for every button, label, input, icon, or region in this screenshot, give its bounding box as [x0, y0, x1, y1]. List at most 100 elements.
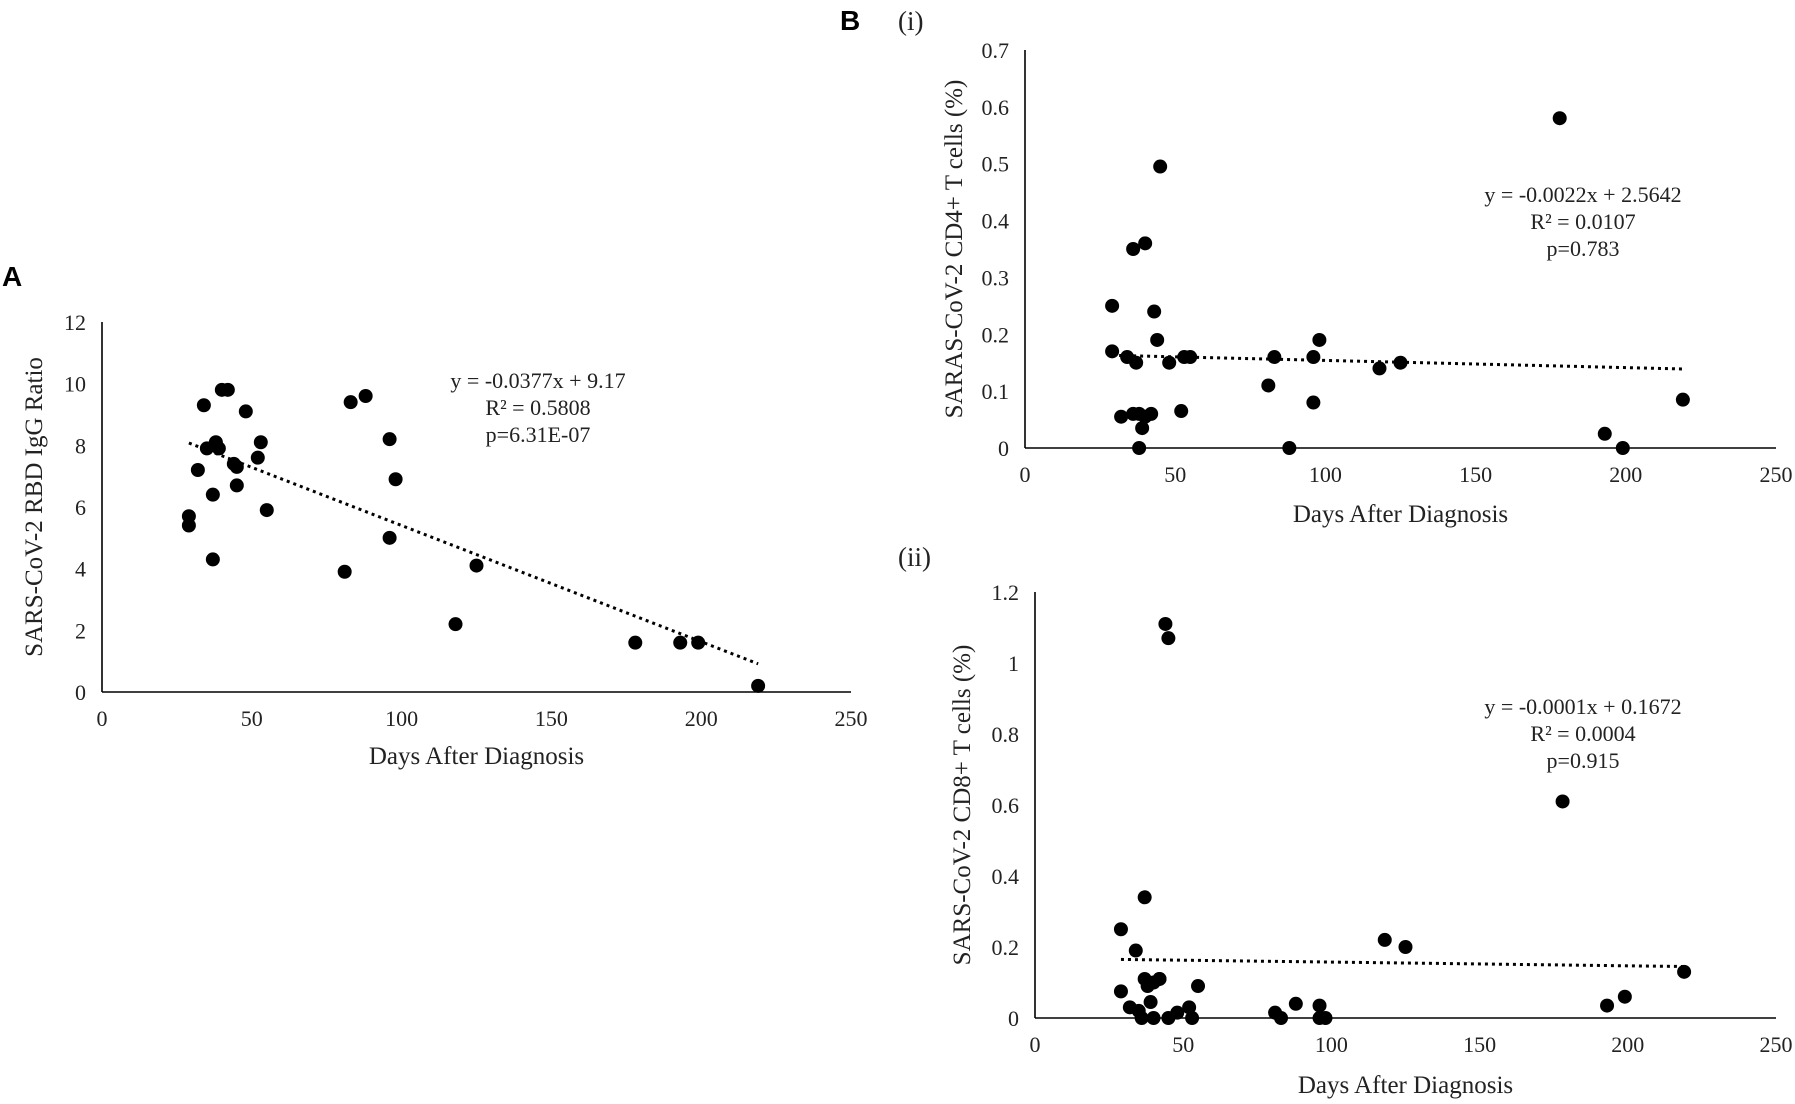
y-tick-label: 4 [75, 557, 86, 582]
data-point [1267, 350, 1282, 365]
regression-annotation-line: p=0.915 [1547, 748, 1620, 773]
data-point [1105, 298, 1120, 313]
data-point [1677, 964, 1692, 979]
x-tick-label: 150 [1463, 1032, 1496, 1057]
data-point [382, 530, 397, 545]
panel-b-letter: B [840, 5, 860, 36]
panel-subtitle: (ii) [898, 542, 931, 572]
x-axis-title: Days After Diagnosis [369, 743, 584, 770]
regression-annotation-line: p=0.783 [1547, 236, 1620, 261]
data-point [1153, 159, 1168, 174]
regression-annotation-line: R² = 0.0004 [1530, 721, 1635, 746]
y-axis-title: SARS-CoV-2 CD8+ T cells (%) [949, 645, 976, 966]
data-point [1182, 1000, 1197, 1015]
chart-a-rbd-igg: 0 2 4 6 8 10 12 0 50 100 150 200 250 Days After Diagn… [21, 310, 868, 770]
data-point [253, 435, 268, 450]
data-point [1306, 395, 1321, 410]
data-point [448, 617, 463, 632]
data-point [250, 450, 265, 465]
data-point [1158, 616, 1173, 631]
data-point [1185, 1011, 1200, 1025]
y-tick-label: 0.8 [992, 722, 1020, 747]
data-point [751, 678, 766, 693]
data-point [337, 564, 352, 579]
x-axis-title: Days After Diagnosis [1298, 1072, 1513, 1099]
x-tick-label: 0 [1020, 462, 1031, 487]
x-tick-label: 150 [535, 706, 568, 731]
data-point [1150, 332, 1165, 347]
data-point [1600, 998, 1615, 1013]
data-point [1143, 995, 1158, 1010]
data-point [1318, 1011, 1333, 1025]
x-tick-label: 100 [1309, 462, 1342, 487]
data-point [181, 509, 196, 524]
data-point [1135, 421, 1150, 436]
data-point [1282, 441, 1297, 455]
data-point [1615, 441, 1630, 455]
data-point [1183, 350, 1198, 365]
data-point [1162, 355, 1177, 370]
data-point [1398, 940, 1413, 954]
y-tick-label: 0.4 [982, 209, 1010, 234]
x-tick-label: 250 [835, 706, 868, 731]
y-tick-label: 10 [64, 372, 86, 397]
x-tick-label: 250 [1760, 462, 1793, 487]
data-point [673, 635, 688, 650]
x-tick-label: 150 [1459, 462, 1492, 487]
data-point [1161, 631, 1176, 646]
data-point [205, 552, 220, 567]
x-axis-title: Days After Diagnosis [1293, 501, 1508, 528]
y-tick-label: 0.6 [992, 793, 1020, 818]
data-point [1274, 1011, 1289, 1025]
y-tick-label: 1.2 [992, 580, 1020, 605]
y-tick-label: 0.6 [982, 95, 1010, 120]
data-point [343, 395, 358, 410]
data-point [1288, 996, 1303, 1011]
y-tick-label: 0.4 [992, 864, 1020, 889]
y-tick-label: 0.7 [982, 38, 1010, 63]
x-tick-label: 200 [1609, 462, 1642, 487]
regression-annotation-line: p=6.31E-07 [486, 422, 591, 447]
data-point [358, 389, 373, 403]
x-tick-label: 0 [1030, 1032, 1041, 1057]
data-point [220, 382, 235, 397]
trend-line [1120, 957, 1685, 969]
regression-annotation-line: y = -0.0377x + 9.17 [450, 368, 625, 393]
data-point [1372, 361, 1387, 376]
data-point [229, 459, 244, 474]
x-tick-label: 200 [1611, 1032, 1644, 1057]
y-axis-title: SARAS-CoV-2 CD4+ T cells (%) [941, 80, 968, 419]
data-point [628, 635, 643, 650]
y-tick-label: 0.1 [982, 379, 1010, 404]
panel-a-letter: A [2, 261, 22, 292]
y-tick-label: 0.5 [982, 152, 1010, 177]
y-tick-label: 0.2 [982, 322, 1010, 347]
data-point [229, 478, 244, 493]
x-tick-label: 250 [1760, 1032, 1793, 1057]
data-point [1675, 392, 1690, 407]
data-point [1261, 378, 1276, 393]
y-axis-title: SARS-CoV-2 RBD IgG Ratio [21, 357, 48, 657]
data-point [1105, 344, 1120, 359]
data-point [1152, 971, 1167, 986]
x-tick-label: 0 [97, 706, 108, 731]
data-point [1129, 355, 1144, 370]
y-tick-label: 2 [75, 618, 86, 643]
x-tick-label: 50 [1164, 462, 1186, 487]
x-tick-label: 100 [385, 706, 418, 731]
data-point [1191, 979, 1206, 994]
data-point [1377, 932, 1392, 947]
y-tick-label: 8 [75, 433, 86, 458]
data-point [205, 487, 220, 502]
data-point [1128, 943, 1143, 958]
data-point [1137, 890, 1152, 905]
data-point [1306, 350, 1321, 365]
data-point [259, 503, 274, 518]
regression-annotation-line: R² = 0.0107 [1530, 209, 1635, 234]
data-point [1114, 409, 1129, 424]
data-point [196, 398, 211, 413]
y-tick-label: 1 [1008, 651, 1019, 676]
data-point [1144, 406, 1159, 421]
data-point [1617, 989, 1632, 1004]
